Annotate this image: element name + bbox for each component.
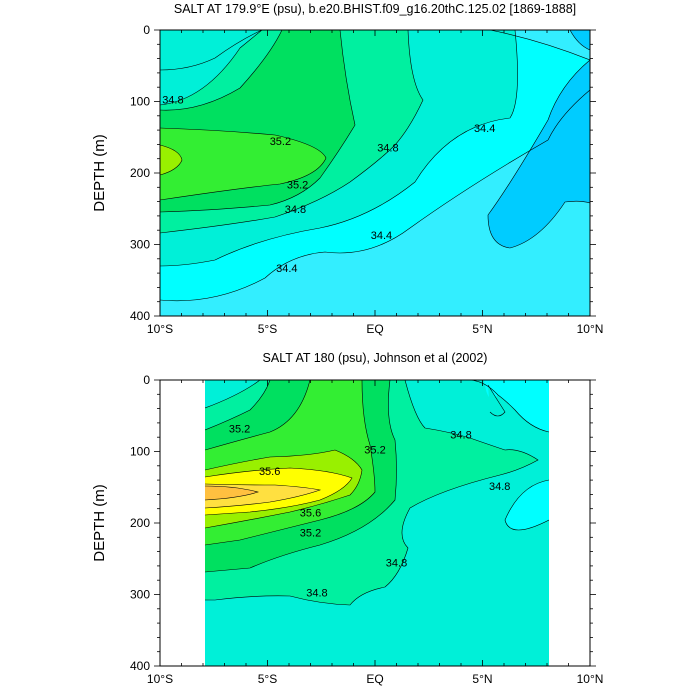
contour-line — [467, 380, 549, 433]
contour-label: 35.2 — [270, 136, 291, 148]
y-tick-label: 200 — [130, 166, 150, 180]
x-tick-label: 5°N — [472, 322, 492, 336]
y-tick-label: 100 — [130, 95, 150, 109]
x-tick-label: 10°S — [147, 672, 173, 686]
contour-label: 35.2 — [229, 424, 250, 436]
contour-line — [569, 30, 590, 51]
top-panel: SALT AT 179.9°E (psu), b.e20.BHIST.f09_g… — [91, 2, 603, 336]
top-panel-ticks: 10°S 5°S EQ 5°N 10°N 0 100 200 300 400 — [130, 23, 603, 336]
fill-level-34-6-cap — [160, 30, 262, 70]
contour-line — [205, 380, 271, 431]
contour-line — [160, 30, 424, 234]
y-tick-label: 100 — [130, 445, 150, 459]
bottom-panel-ticks: 10°S 5°S EQ 5°N 10°N 0 100 200 300 400 — [130, 373, 603, 686]
top-panel-contour-lines — [160, 30, 590, 302]
y-tick-label: 400 — [130, 659, 150, 673]
fill-level-lt-34-2 — [488, 60, 590, 248]
contour-label: 34.8 — [285, 204, 306, 216]
contour-line — [160, 127, 327, 201]
bottom-panel-contour-labels: 35.2 35.6 35.6 35.2 35.2 34.8 34.8 34.8 34.8 — [229, 424, 511, 600]
y-tick-label: 400 — [130, 309, 150, 323]
contour-line — [160, 144, 183, 176]
y-tick-label: 300 — [130, 238, 150, 252]
bottom-panel: SALT AT 180 (psu), Johnson et al (2002) — [91, 351, 603, 686]
x-tick-label: EQ — [366, 672, 383, 686]
contour-label: 34.4 — [474, 123, 495, 135]
fill-level-lt-34-2-corner — [570, 30, 590, 50]
contour-label: 35.2 — [364, 444, 385, 456]
contour-label: 34.8 — [489, 481, 510, 493]
contour-line — [205, 467, 353, 516]
bottom-panel-y-axis-label: DEPTH (m) — [91, 484, 108, 562]
contour-line — [205, 380, 311, 451]
contour-label: 34.8 — [450, 429, 471, 441]
contour-label: 34.4 — [371, 230, 392, 242]
contour-line — [504, 479, 549, 531]
top-panel-contour-fills — [160, 30, 590, 316]
contour-label: 35.6 — [259, 466, 280, 478]
contour-label: 35.2 — [300, 527, 321, 539]
x-tick-label: EQ — [366, 322, 383, 336]
contour-label: 34.8 — [386, 557, 407, 569]
contour-line — [205, 380, 261, 409]
x-tick-label: 5°S — [258, 322, 277, 336]
contour-label: 34.8 — [377, 142, 398, 154]
contour-line — [160, 30, 283, 111]
contour-label: 35.2 — [287, 179, 308, 191]
contour-line — [205, 485, 260, 501]
y-tick-label: 0 — [143, 23, 150, 37]
fill-level-34-2 — [160, 30, 590, 316]
contour-line — [489, 30, 590, 61]
bottom-panel-contour-fills — [205, 380, 549, 666]
top-panel-contour-labels: 34.8 35.2 35.2 34.8 34.4 34.8 34.4 34.4 — [162, 94, 495, 275]
contour-line — [160, 30, 263, 71]
bottom-panel-title: SALT AT 180 (psu), Johnson et al (2002) — [263, 351, 488, 365]
contour-label: 35.6 — [300, 507, 321, 519]
y-tick-label: 200 — [130, 516, 150, 530]
contour-line — [205, 380, 539, 606]
top-panel-title: SALT AT 179.9°E (psu), b.e20.BHIST.f09_g… — [174, 2, 576, 16]
contour-label: 34.8 — [306, 587, 327, 599]
contour-line — [487, 59, 590, 249]
y-tick-label: 0 — [143, 373, 150, 387]
x-tick-label: 10°N — [577, 672, 604, 686]
fill-level-34-4-wedge — [505, 480, 549, 530]
top-panel-y-axis-label: DEPTH (m) — [91, 134, 108, 212]
x-tick-label: 10°N — [577, 322, 604, 336]
contour-line — [205, 380, 376, 546]
fill-level-34-6-gap — [488, 385, 505, 416]
bottom-panel-contour-lines — [205, 380, 549, 606]
contour-line — [205, 483, 322, 509]
fill-level-34-4 — [468, 380, 549, 432]
contour-line — [160, 30, 263, 106]
fill-level-35-4 — [160, 145, 182, 175]
fill-level-34-6-bottom — [205, 595, 549, 666]
contour-label: 34.4 — [276, 263, 297, 275]
x-tick-label: 5°S — [258, 672, 277, 686]
contour-line — [160, 30, 356, 213]
contour-line — [205, 449, 363, 529]
contour-line — [160, 30, 518, 267]
contour-line — [160, 89, 590, 302]
x-tick-label: 5°N — [472, 672, 492, 686]
x-tick-label: 10°S — [147, 322, 173, 336]
y-tick-label: 300 — [130, 588, 150, 602]
contour-label: 34.8 — [162, 94, 183, 106]
fill-level-36-0 — [205, 486, 258, 500]
contour-line — [205, 380, 397, 573]
contour-line — [487, 384, 506, 417]
fill-level-35-2 — [160, 128, 326, 200]
